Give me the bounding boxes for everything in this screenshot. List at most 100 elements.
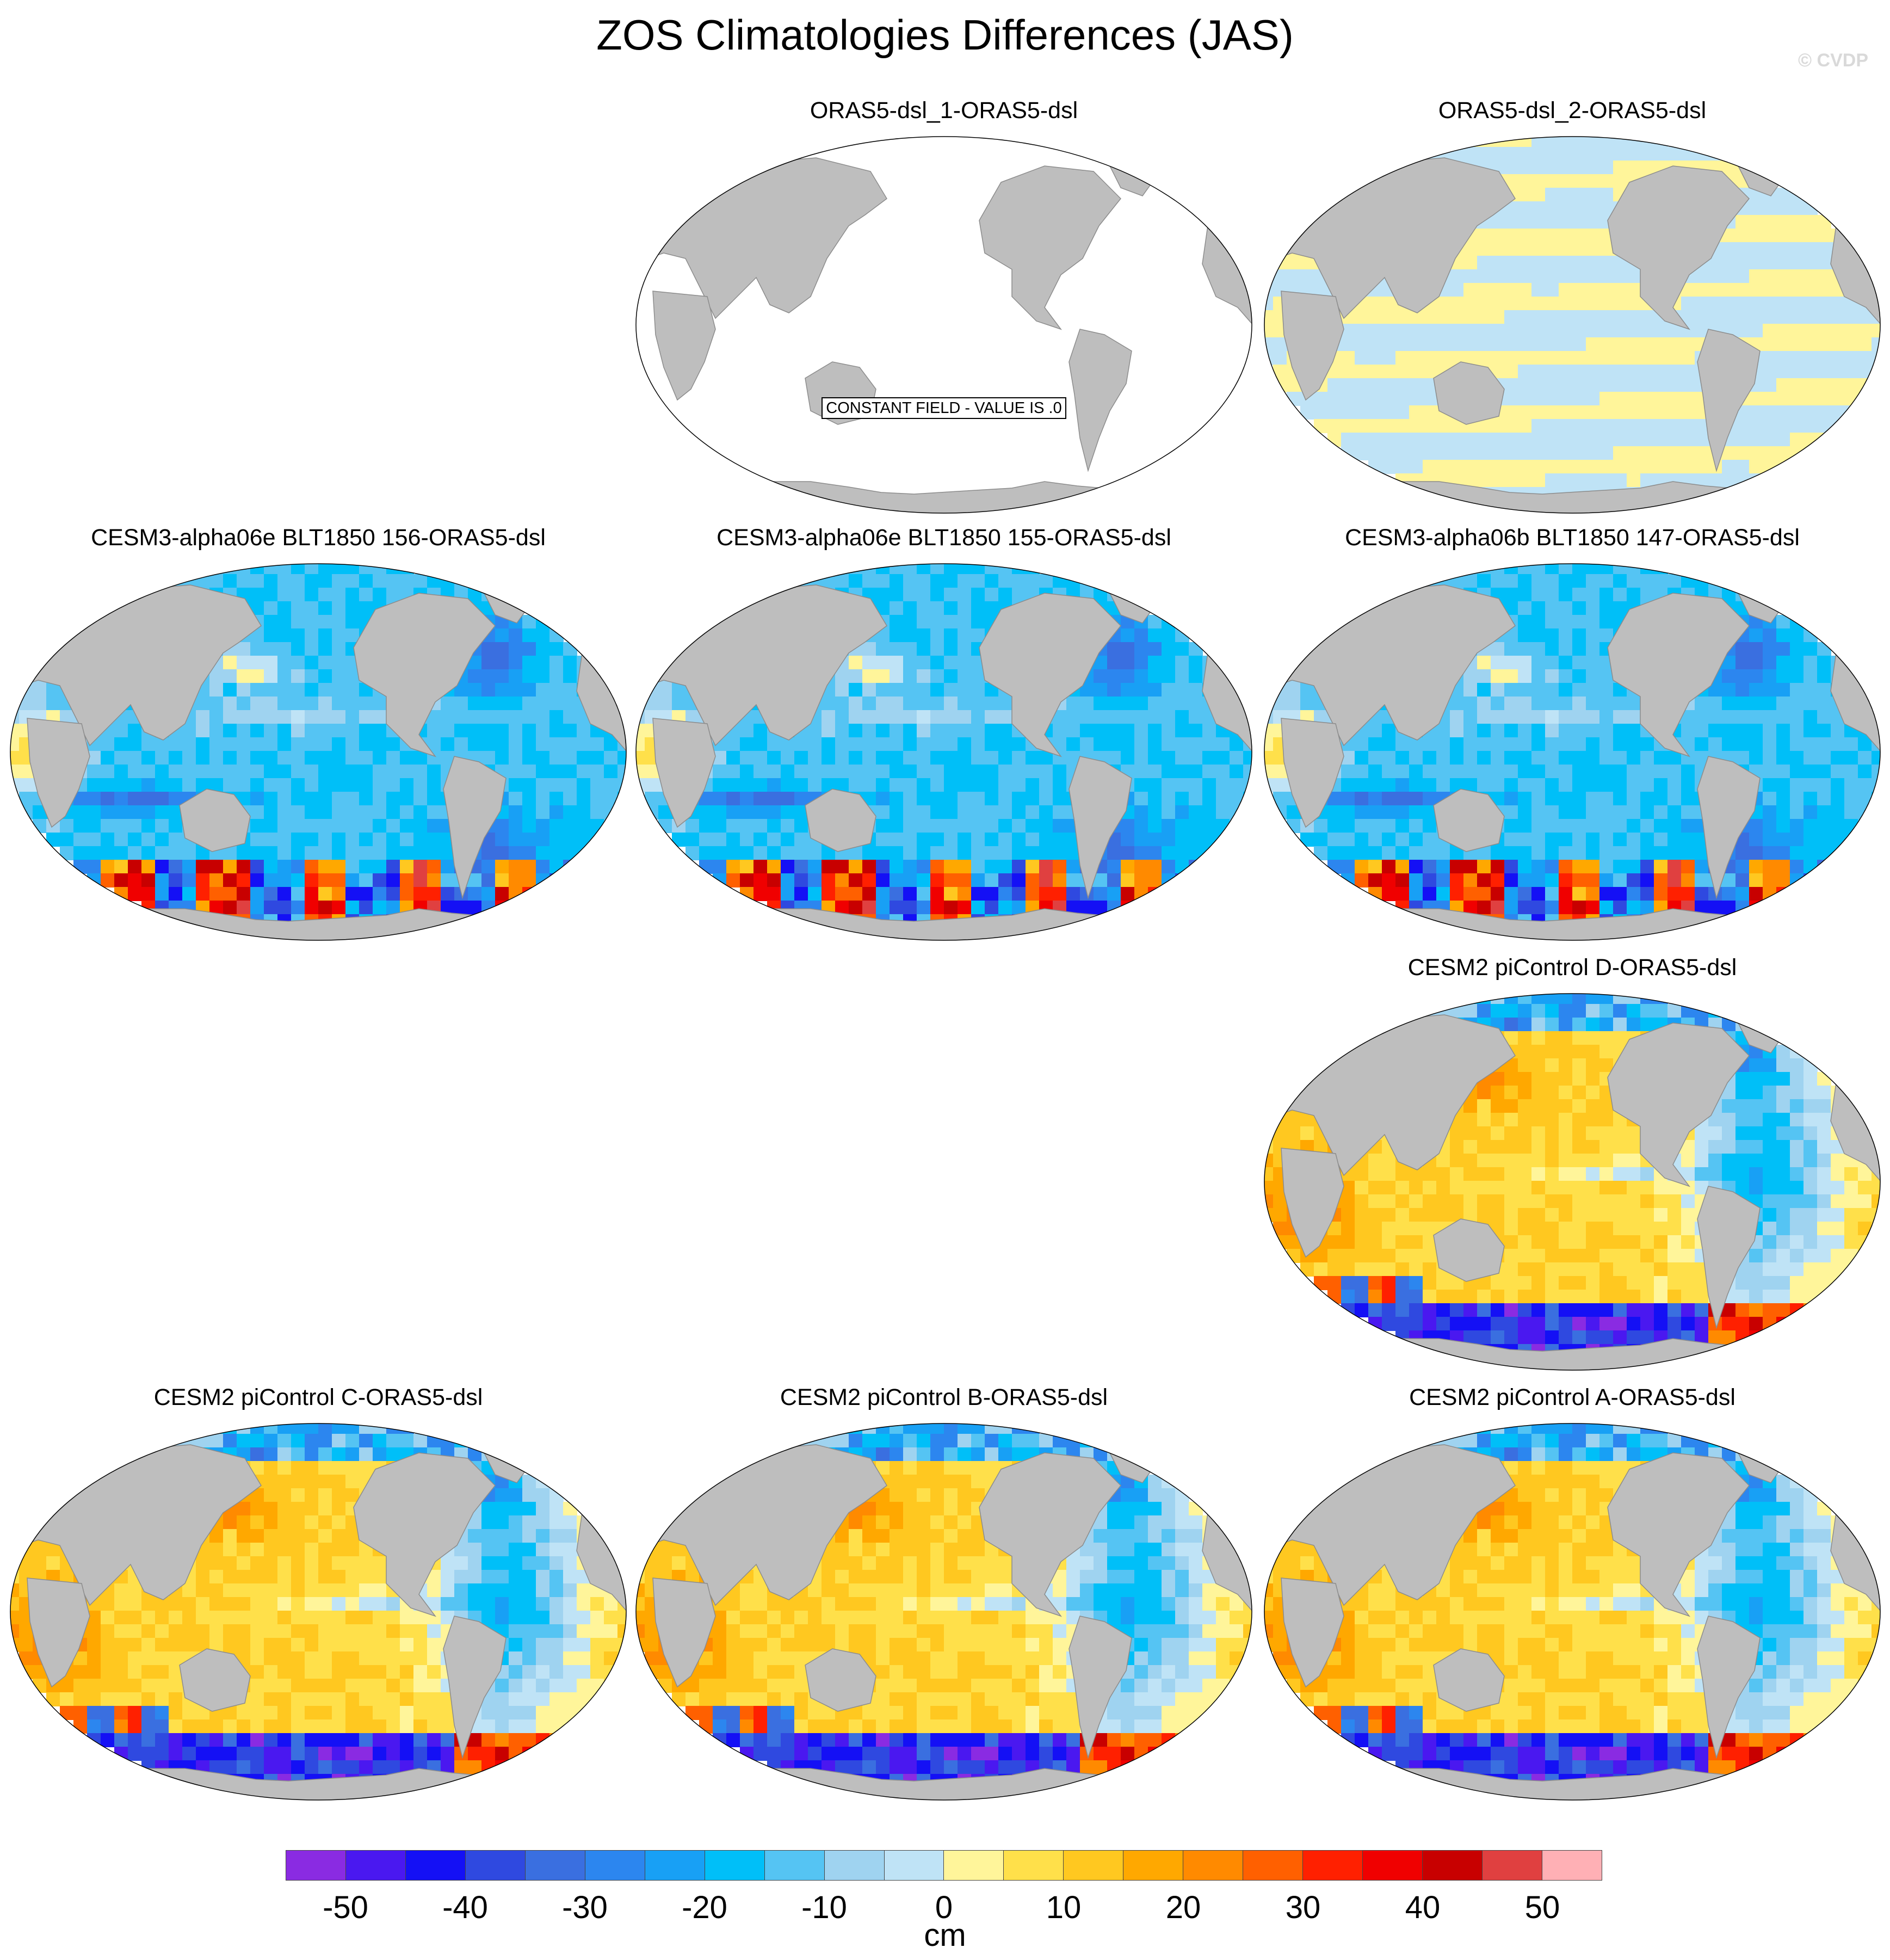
field-cell (1776, 229, 1790, 243)
field-cell (1189, 846, 1203, 860)
field-cell (413, 765, 428, 779)
field-cell (1531, 1140, 1546, 1154)
field-cell (958, 860, 972, 874)
field-cell (237, 642, 251, 656)
field-cell (1831, 1222, 1845, 1236)
field-cell (1586, 564, 1600, 575)
field-cell (1654, 574, 1668, 588)
field-cell (1491, 574, 1505, 588)
field-cell (1763, 805, 1777, 819)
field-cell (549, 656, 564, 670)
field-cell (1640, 564, 1654, 575)
field-cell (1545, 1181, 1559, 1195)
field-cell (345, 833, 360, 847)
field-cell (305, 873, 319, 887)
field-cell (998, 737, 1012, 751)
field-cell (1599, 310, 1614, 324)
field-cell (1395, 873, 1410, 887)
field-cell (1817, 215, 1831, 229)
field-cell (19, 697, 33, 711)
field-cell (1382, 805, 1396, 819)
field-cell (1599, 564, 1614, 575)
field-cell (1491, 994, 1505, 1004)
field-cell (1491, 215, 1505, 229)
field-cell (1790, 1208, 1804, 1222)
field-cell (1722, 669, 1736, 683)
field-cell (128, 778, 142, 792)
field-cell (1803, 765, 1818, 779)
field-cell (1763, 860, 1777, 874)
field-cell (1368, 392, 1382, 406)
field-cell (1831, 351, 1845, 365)
field-cell (169, 833, 183, 847)
field-cell (917, 642, 931, 656)
field-cell (359, 710, 373, 724)
field-cell (345, 574, 360, 588)
field-cell (1572, 1113, 1586, 1127)
field-cell (1640, 1004, 1654, 1018)
field-cell (332, 737, 346, 751)
field-cell (1409, 147, 1423, 161)
field-cell (1264, 751, 1274, 765)
field-cell (1572, 460, 1586, 474)
field-cell (1831, 833, 1845, 847)
field-cell (209, 574, 224, 588)
field-cell (1423, 833, 1437, 847)
field-cell (427, 778, 441, 792)
field-cell (1790, 324, 1804, 338)
field-cell (1695, 1126, 1709, 1141)
field-cell (1654, 778, 1668, 792)
field-cell (753, 765, 768, 779)
field-cell (1749, 846, 1763, 860)
field-cell (1518, 1167, 1532, 1181)
field-cell (1722, 697, 1736, 711)
field-cell (1026, 873, 1040, 887)
field-cell (1803, 1167, 1818, 1181)
field-cell (291, 601, 305, 615)
field-cell (1599, 833, 1614, 847)
field-cell (604, 751, 618, 765)
field-cell (1162, 710, 1176, 724)
field-cell (1450, 269, 1464, 283)
field-cell (890, 846, 904, 860)
field-cell (277, 778, 292, 792)
field-cell (1559, 1208, 1573, 1222)
field-cell (1722, 887, 1736, 901)
field-cell (141, 805, 156, 819)
field-cell (1450, 337, 1464, 352)
field-cell (1627, 697, 1641, 711)
field-cell (1531, 147, 1546, 161)
field-cell (182, 873, 196, 887)
field-cell (1790, 628, 1804, 643)
field-cell (1477, 1113, 1491, 1127)
field-cell (1450, 710, 1464, 724)
field-cell (1531, 392, 1546, 406)
field-cell (1107, 901, 1121, 915)
field-cell (522, 697, 536, 711)
field-cell (1355, 1235, 1369, 1249)
field-cell (1790, 310, 1804, 324)
field-cell (1790, 242, 1804, 256)
field-cell (1368, 1154, 1382, 1168)
field-cell (1763, 873, 1777, 887)
field-cell (1654, 1194, 1668, 1209)
field-cell (264, 792, 278, 806)
field-cell (182, 724, 196, 738)
field-cell (835, 887, 849, 901)
field-cell (1776, 656, 1790, 670)
field-cell (1175, 833, 1189, 847)
field-cell (223, 778, 237, 792)
field-cell (1012, 873, 1026, 887)
field-cell (944, 778, 958, 792)
field-cell (1531, 137, 1546, 147)
field-cell (1763, 683, 1777, 697)
field-cell (1273, 683, 1287, 697)
field-cell (930, 833, 944, 847)
field-cell (305, 792, 319, 806)
field-cell (1586, 1222, 1600, 1236)
field-cell (876, 588, 890, 602)
field-cell (862, 860, 876, 874)
field-cell (1708, 724, 1722, 738)
field-cell (1790, 1113, 1804, 1127)
field-cell (1695, 724, 1709, 738)
